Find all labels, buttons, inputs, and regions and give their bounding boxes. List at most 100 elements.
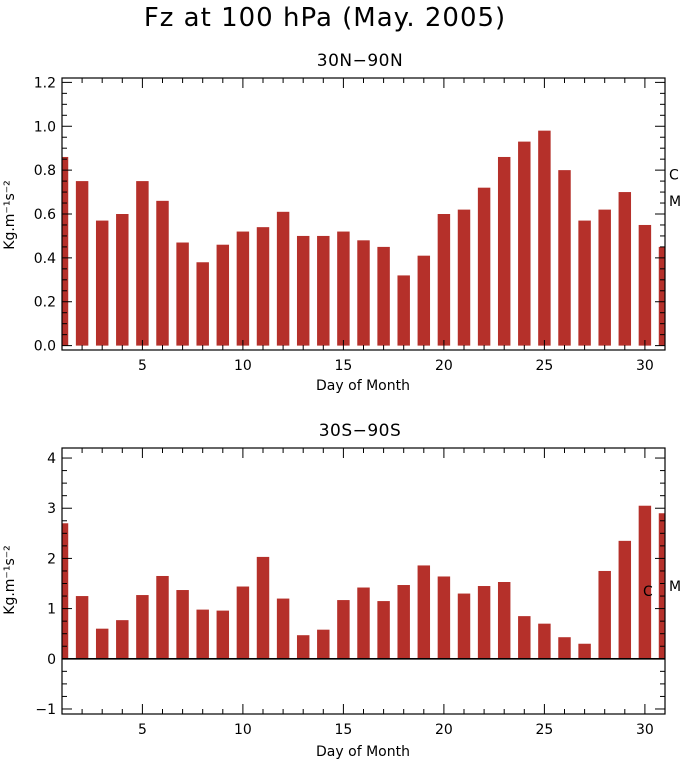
y-tick-label: −1: [35, 702, 56, 718]
bar-day-29: [618, 192, 632, 346]
y-tick-label: 0.2: [34, 295, 56, 311]
bar-day-24: [518, 141, 531, 346]
bar-day-6: [156, 575, 169, 659]
marker-m: M: [669, 194, 680, 210]
bar-day-20: [437, 576, 451, 659]
bar-day-3: [95, 220, 109, 346]
y-tick-label: 0.8: [34, 163, 56, 179]
bar-day-23: [497, 156, 511, 346]
x-tick-label: 15: [334, 358, 352, 374]
bar-day-10: [236, 231, 250, 346]
x-axis-label: Day of Month: [316, 378, 410, 394]
x-tick-label: 5: [138, 722, 147, 738]
bars-group: [62, 130, 665, 346]
bar-day-19: [417, 565, 431, 659]
bars-group: [62, 505, 665, 659]
bar-day-17: [377, 246, 390, 346]
bar-day-25: [538, 623, 551, 659]
bar-day-7: [176, 590, 189, 659]
bar-day-9: [216, 244, 230, 346]
panel-title: 30N−90N: [317, 51, 403, 71]
bar-day-24: [518, 616, 531, 659]
bar-day-30: [638, 505, 652, 659]
x-tick-label: 5: [138, 358, 147, 374]
figure-title: Fz at 100 hPa (May. 2005): [144, 3, 506, 33]
x-tick-label: 10: [234, 722, 252, 738]
y-axis-label: Kg.m⁻¹s⁻²: [2, 545, 18, 614]
bar-day-31: [658, 246, 665, 346]
x-tick-label: 25: [535, 722, 553, 738]
bar-day-13: [296, 635, 310, 659]
bar-day-9: [216, 610, 230, 659]
bar-day-14: [317, 629, 330, 659]
bar-day-2: [75, 596, 89, 659]
panel-title: 30S−90S: [319, 421, 402, 441]
bar-day-12: [276, 211, 290, 346]
bar-day-22: [477, 187, 491, 346]
bar-day-26: [558, 170, 571, 346]
bar-day-1: [62, 156, 69, 346]
bar-day-15: [337, 600, 350, 659]
bar-day-18: [397, 275, 410, 346]
bar-day-7: [176, 242, 189, 346]
bar-day-26: [558, 637, 571, 659]
bar-day-12: [276, 598, 290, 659]
y-tick-label: 0.4: [34, 251, 56, 267]
y-tick-label: 1: [47, 602, 56, 618]
y-tick-label: 0.0: [34, 339, 56, 355]
bar-day-30: [638, 224, 652, 346]
x-tick-label: 25: [535, 358, 553, 374]
bar-day-4: [116, 214, 129, 346]
bar-day-16: [357, 240, 370, 346]
x-axis-label: Day of Month: [316, 744, 410, 760]
bar-day-18: [397, 585, 410, 659]
panel-30s-90s: 30S−90S 5 10 15 20 25 30 −1 0 1 2 3 4 C M Day of Mont…: [2, 421, 680, 760]
bar-day-21: [457, 209, 471, 346]
plot-frame: [61, 447, 666, 715]
bar-day-3: [95, 628, 109, 659]
bar-day-17: [377, 601, 390, 659]
bar-day-11: [256, 227, 270, 346]
marker-m: M: [669, 579, 680, 595]
marker-c: C: [643, 584, 653, 600]
bar-day-28: [598, 209, 611, 346]
bar-day-31: [658, 513, 665, 659]
bar-day-25: [538, 130, 551, 346]
y-tick-label: 0: [47, 652, 56, 668]
bar-day-16: [357, 587, 370, 659]
axes-group: 5 10 15 20 25 30 0.0 0.2 0.4 0.6 0.8 1.0 1.2 CM: [34, 75, 680, 374]
y-tick-label: 1.0: [34, 119, 56, 135]
bar-day-8: [196, 609, 209, 659]
x-tick-label: 20: [435, 722, 453, 738]
bar-day-27: [578, 220, 591, 346]
bar-day-8: [196, 262, 209, 346]
marker-c: C: [669, 168, 679, 184]
bar-day-13: [296, 235, 310, 346]
bar-day-22: [477, 586, 491, 659]
y-tick-label: 4: [47, 451, 56, 467]
x-tick-label: 10: [234, 358, 252, 374]
bar-day-29: [618, 540, 632, 659]
x-tick-label: 15: [334, 722, 352, 738]
x-tick-label: 30: [636, 358, 654, 374]
bar-day-15: [337, 231, 350, 346]
y-tick-label: 1.2: [34, 75, 56, 91]
bar-day-21: [457, 593, 471, 659]
axes-group: 5 10 15 20 25 30 −1 0 1 2 3 4 C M: [35, 447, 680, 738]
bar-day-14: [317, 235, 330, 346]
bar-day-2: [75, 181, 89, 346]
bar-day-23: [497, 582, 511, 659]
bar-day-4: [116, 620, 129, 659]
bar-day-20: [437, 214, 451, 346]
bar-day-28: [598, 570, 611, 659]
y-tick-label: 3: [47, 501, 56, 517]
bar-day-5: [136, 595, 149, 659]
bar-day-19: [417, 255, 431, 346]
y-tick-label: 0.6: [34, 207, 56, 223]
bar-day-1: [62, 523, 69, 659]
bar-day-27: [578, 643, 591, 659]
bar-day-5: [136, 181, 149, 346]
bar-day-10: [236, 586, 250, 659]
x-tick-label: 30: [636, 722, 654, 738]
